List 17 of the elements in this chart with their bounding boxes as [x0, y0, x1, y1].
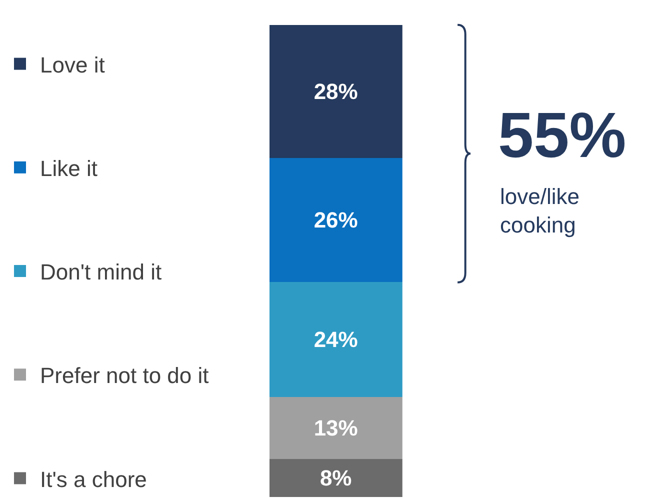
data-label: 26%	[314, 208, 358, 232]
data-label: 24%	[314, 327, 358, 352]
text: love/like cooking	[500, 184, 580, 238]
bar	[269, 158, 402, 282]
legend-label: Don't mind it	[40, 260, 162, 285]
bar	[269, 397, 402, 459]
legend-label: Prefer not to do it	[40, 363, 209, 388]
data-label: 8%	[320, 466, 352, 490]
bar	[269, 459, 402, 497]
data-label: 13%	[314, 416, 358, 440]
bar	[269, 282, 402, 397]
bar	[269, 25, 402, 158]
legend-label: Like it	[40, 156, 98, 181]
legend-label: Love it	[40, 52, 105, 78]
data-label: 28%	[314, 79, 358, 104]
legend-label: It's a chore	[40, 466, 147, 492]
text: 55%	[498, 99, 626, 171]
